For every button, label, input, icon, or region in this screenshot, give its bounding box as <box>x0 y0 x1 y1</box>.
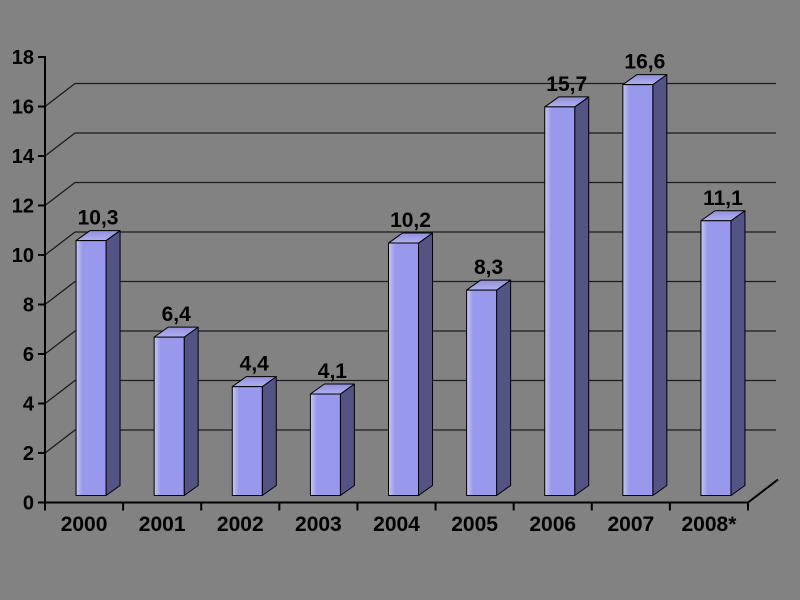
bar-2004 <box>388 232 433 496</box>
category-label-2006: 2006 <box>529 513 576 536</box>
y-tick-label-4: 4 <box>23 394 35 416</box>
value-label-2001: 6,4 <box>162 303 192 326</box>
category-label-2000: 2000 <box>61 513 108 536</box>
bar-side-face-2004 <box>418 232 433 496</box>
bar-2006 <box>544 96 590 496</box>
bar-2008* <box>700 210 746 496</box>
y-tick-label-6: 6 <box>23 344 34 366</box>
bar-front-face-2007 <box>622 84 654 496</box>
category-label-2007: 2007 <box>607 513 654 536</box>
gridline-2 <box>44 429 776 454</box>
bar-side-face-2007 <box>652 74 668 496</box>
category-label-2003: 2003 <box>295 513 342 536</box>
y-tick-label-0: 0 <box>23 493 34 515</box>
category-label-2008*: 2008* <box>681 513 737 536</box>
y-tick-label-16: 16 <box>12 97 34 119</box>
bar-front-face-2006 <box>544 106 576 496</box>
value-label-2006: 15,7 <box>546 73 587 96</box>
gridline-16 <box>44 82 776 108</box>
value-label-2003: 4,1 <box>318 360 348 383</box>
gridline-14 <box>44 132 776 157</box>
bar-2000 <box>75 230 121 496</box>
bar-side-face-2008* <box>730 210 746 496</box>
bar-front-face-2000 <box>75 240 107 496</box>
bar-front-face-2001 <box>153 336 185 496</box>
y-tick-label-2: 2 <box>23 443 34 465</box>
bar-front-face-2003 <box>309 393 341 496</box>
bar-front-face-2004 <box>388 242 419 496</box>
gridline-12 <box>44 181 776 207</box>
category-label-2002: 2002 <box>217 513 264 536</box>
bar-side-face-2006 <box>574 96 590 496</box>
gridline-8 <box>44 280 776 306</box>
bar-side-face-2000 <box>105 230 121 496</box>
bar-front-face-2002 <box>231 386 263 496</box>
bar-2003 <box>309 383 355 496</box>
category-label-2001: 2001 <box>139 513 186 536</box>
y-tick-label-10: 10 <box>12 245 34 267</box>
value-label-2000: 10,3 <box>78 207 119 230</box>
bar-side-face-2003 <box>339 383 355 496</box>
bar-front-face-2008* <box>700 220 732 496</box>
category-label-2005: 2005 <box>451 513 498 536</box>
bar-side-face-2002 <box>261 376 277 496</box>
bar-2001 <box>153 326 199 496</box>
gridline-10 <box>44 231 776 256</box>
gridline-4 <box>44 379 776 405</box>
category-label-2004: 2004 <box>373 513 420 536</box>
value-label-2007: 16,6 <box>624 51 665 74</box>
bar-2005 <box>466 279 512 496</box>
bar-front-face-2005 <box>466 289 498 496</box>
gridline-6 <box>44 330 776 355</box>
value-label-2005: 8,3 <box>474 256 503 279</box>
bar-side-face-2005 <box>496 279 512 496</box>
y-tick-label-18: 18 <box>12 47 34 69</box>
y-tick-label-8: 8 <box>23 295 34 317</box>
value-label-2008*: 11,1 <box>703 187 743 210</box>
value-label-2004: 10,2 <box>390 209 431 232</box>
y-tick-label-14: 14 <box>12 146 35 168</box>
bar-side-face-2001 <box>183 326 199 496</box>
y-tick-label-12: 12 <box>12 196 34 218</box>
value-label-2002: 4,4 <box>240 353 270 376</box>
bar-2007 <box>622 74 668 496</box>
bar-2002 <box>231 376 277 496</box>
